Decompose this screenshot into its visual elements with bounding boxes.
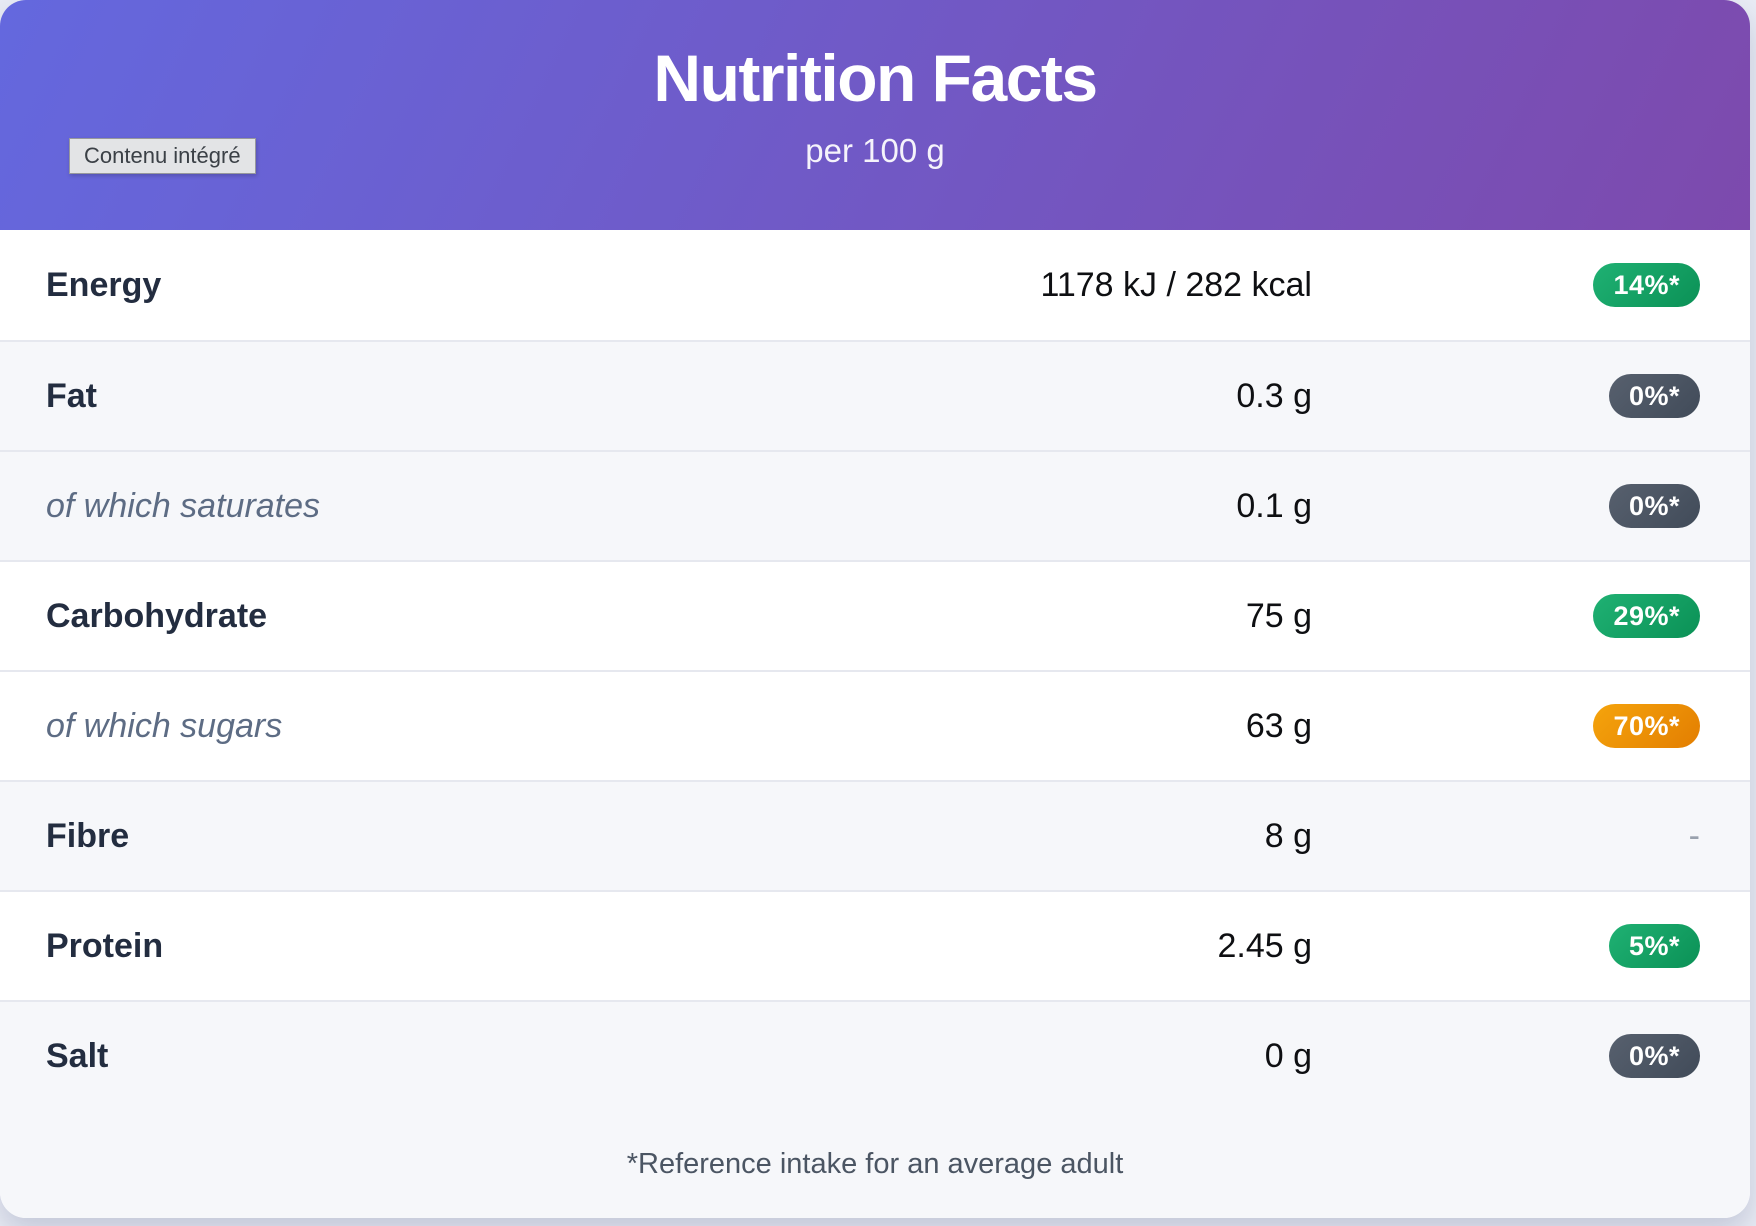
table-row: Carbohydrate 75 g 29%* [0, 560, 1750, 670]
nutrient-value: 8 g [1264, 816, 1312, 855]
nutrient-value: 0 g [1264, 1036, 1312, 1075]
badge-cell: 29%* [1312, 594, 1700, 638]
table-row: of which saturates 0.1 g 0%* [0, 450, 1750, 560]
badge-cell: 0%* [1312, 484, 1700, 528]
table-row: Fat 0.3 g 0%* [0, 340, 1750, 450]
daily-value-badge: 14%* [1593, 263, 1700, 307]
daily-value-badge: 0%* [1608, 484, 1700, 528]
nutrition-header: Nutrition Facts per 100 g [0, 0, 1750, 230]
table-row: of which sugars 63 g 70%* [0, 670, 1750, 780]
daily-value-badge: 0%* [1608, 374, 1700, 418]
badge-cell: 0%* [1312, 374, 1700, 418]
daily-value-badge: 70%* [1593, 704, 1700, 748]
nutrient-label: Fat [46, 376, 97, 415]
nutrient-label: Protein [46, 926, 164, 965]
nutrient-value: 0.3 g [1236, 376, 1312, 415]
nutrient-value: 1178 kJ / 282 kcal [1040, 265, 1312, 304]
badge-cell: 0%* [1312, 1034, 1700, 1078]
reference-intake-note: *Reference intake for an average adult [0, 1110, 1750, 1218]
page-title: Nutrition Facts [653, 41, 1098, 115]
daily-value-badge: 0%* [1608, 1034, 1700, 1078]
badge-cell: 70%* [1312, 704, 1700, 748]
embedded-content-tooltip: Contenu intégré [69, 138, 256, 174]
daily-value-badge: 29%* [1593, 594, 1700, 638]
nutrient-label: Fibre [46, 816, 130, 855]
nutrition-table: Energy 1178 kJ / 282 kcal 14%* Fat 0.3 g… [0, 230, 1750, 1110]
nutrient-value: 2.45 g [1217, 926, 1312, 965]
table-row: Protein 2.45 g 5%* [0, 890, 1750, 1000]
badge-cell: 14%* [1312, 263, 1700, 307]
table-row: Energy 1178 kJ / 282 kcal 14%* [0, 230, 1750, 340]
nutrient-value: 63 g [1245, 706, 1312, 745]
nutrient-value: 0.1 g [1236, 486, 1312, 525]
nutrient-sublabel: of which sugars [46, 706, 283, 745]
daily-value-badge: 5%* [1608, 924, 1700, 968]
nutrient-label: Energy [46, 265, 162, 304]
badge-cell: - [1312, 814, 1700, 858]
nutrient-label: Carbohydrate [46, 596, 268, 635]
nutrient-value: 75 g [1245, 596, 1312, 635]
table-row: Fibre 8 g - [0, 780, 1750, 890]
no-value-dash: - [1688, 816, 1700, 855]
nutrient-label: Salt [46, 1036, 109, 1075]
serving-size-subtitle: per 100 g [805, 132, 945, 169]
table-row: Salt 0 g 0%* [0, 1000, 1750, 1110]
badge-cell: 5%* [1312, 924, 1700, 968]
nutrient-sublabel: of which saturates [46, 486, 321, 525]
